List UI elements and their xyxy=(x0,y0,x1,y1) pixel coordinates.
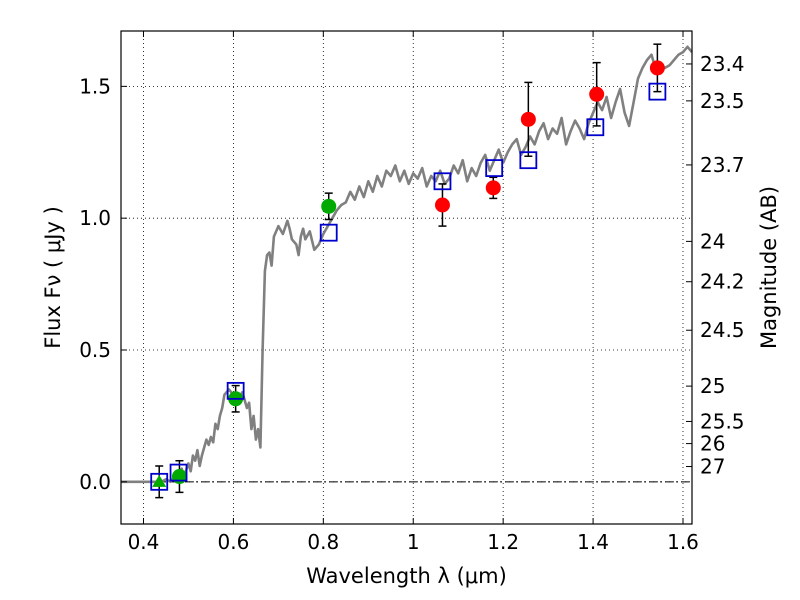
model-photometry-square xyxy=(433,172,452,191)
x-axis-label: Wavelength λ (μm) xyxy=(306,564,507,588)
x-tick-label: 0.6 xyxy=(217,530,249,554)
red-data-point xyxy=(649,60,665,76)
y-tick-label: 0.5 xyxy=(79,338,111,362)
model-photometry-square xyxy=(519,151,538,170)
plot-frame xyxy=(120,30,693,525)
green-data-point xyxy=(321,198,337,214)
right-axis-label: Magnitude (AB) xyxy=(757,186,781,349)
magnitude-tick-label: 26 xyxy=(700,432,725,456)
y-tick-label: 1.5 xyxy=(79,74,111,98)
magnitude-tick-label: 23.7 xyxy=(700,153,745,177)
x-tick-label: 1 xyxy=(407,530,420,554)
model-photometry-square xyxy=(586,118,605,137)
model-photometry-square xyxy=(319,223,338,242)
red-data-point xyxy=(589,86,605,102)
grid-lines xyxy=(121,31,692,524)
upper-limit-marker xyxy=(152,474,167,487)
magnitude-tick-label: 24.2 xyxy=(700,270,745,294)
y-tick-label: 0.0 xyxy=(79,470,111,494)
y-axis-label: Flux Fν ( μJy ) xyxy=(41,206,65,349)
red-data-point xyxy=(434,197,450,213)
magnitude-tick-label: 23.5 xyxy=(700,89,745,113)
x-tick-label: 1.2 xyxy=(487,530,519,554)
model-sed xyxy=(121,45,693,484)
axis-ticks: 0.4 0.6 0.8 1 1.2 1.4 1.6 0.0 0.5 1.0 1.5 23.4 23.5 2… xyxy=(79,31,745,554)
x-tick-label: 0.8 xyxy=(307,530,339,554)
model-photometry-square xyxy=(226,381,245,400)
magnitude-tick-label: 24 xyxy=(700,229,725,253)
x-tick-label: 0.4 xyxy=(128,530,160,554)
model-photometry-square xyxy=(169,463,188,482)
magnitude-tick-label: 23.4 xyxy=(700,52,745,76)
model-photometry-square xyxy=(648,82,667,101)
red-data-point xyxy=(520,111,536,127)
magnitude-tick-label: 25 xyxy=(700,374,725,398)
model-sed-line xyxy=(121,45,693,484)
y-tick-label: 1.0 xyxy=(79,206,111,230)
magnitude-tick-label: 25.5 xyxy=(700,409,745,433)
x-tick-label: 1.6 xyxy=(667,530,699,554)
magnitude-tick-label: 27 xyxy=(700,455,725,479)
data-points xyxy=(150,43,667,499)
x-tick-label: 1.4 xyxy=(577,530,609,554)
magnitude-tick-label: 24.5 xyxy=(700,318,745,342)
model-photometry-square xyxy=(150,472,169,491)
model-photometry-square xyxy=(485,159,504,177)
red-data-point xyxy=(485,180,501,196)
green-data-point xyxy=(171,469,187,485)
